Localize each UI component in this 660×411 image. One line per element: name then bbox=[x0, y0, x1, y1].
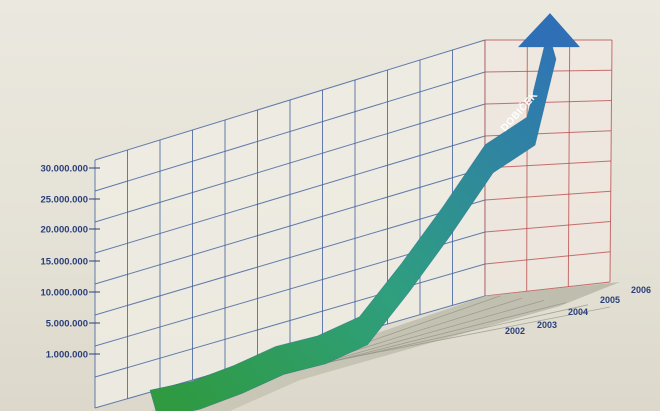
side-hline bbox=[484, 160, 612, 169]
grid-hline bbox=[94, 103, 486, 223]
side-hline bbox=[484, 251, 611, 265]
y-tick-label: 20.000.000 bbox=[40, 225, 88, 236]
grid-hline bbox=[94, 263, 486, 378]
profit-arrow-head bbox=[518, 13, 580, 48]
side-hline bbox=[484, 190, 611, 201]
x-axis: 2002 2003 2004 2005 2006 bbox=[505, 285, 651, 336]
y-axis: 30.000.000 25.000.000 20.000.000 15.000.000… bbox=[40, 164, 100, 361]
y-tick-label: 10.000.000 bbox=[40, 288, 88, 299]
y-tick-label: 25.000.000 bbox=[40, 195, 88, 206]
x-tick-label: 2002 bbox=[505, 326, 525, 336]
x-tick-label: 2005 bbox=[600, 295, 620, 305]
x-tick-label: 2006 bbox=[631, 285, 651, 295]
y-tick-label: 15.000.000 bbox=[40, 257, 88, 268]
y-tick-label: 5.000.000 bbox=[46, 319, 88, 330]
side-hline bbox=[484, 100, 612, 105]
grid-hline bbox=[94, 71, 486, 192]
grid-hline bbox=[94, 39, 486, 161]
right-wall bbox=[485, 40, 612, 296]
y-tick-label: 1.000.000 bbox=[46, 350, 88, 361]
profit-band-shape bbox=[149, 29, 557, 411]
grid-hline bbox=[94, 135, 486, 254]
x-tick-label: 2003 bbox=[537, 320, 557, 330]
x-tick-label: 2004 bbox=[568, 307, 588, 317]
grid-hline bbox=[94, 199, 486, 316]
y-tick-label: 30.000.000 bbox=[40, 164, 88, 175]
grid-hline bbox=[94, 167, 486, 285]
side-hline bbox=[484, 221, 611, 233]
side-hline bbox=[484, 281, 611, 297]
